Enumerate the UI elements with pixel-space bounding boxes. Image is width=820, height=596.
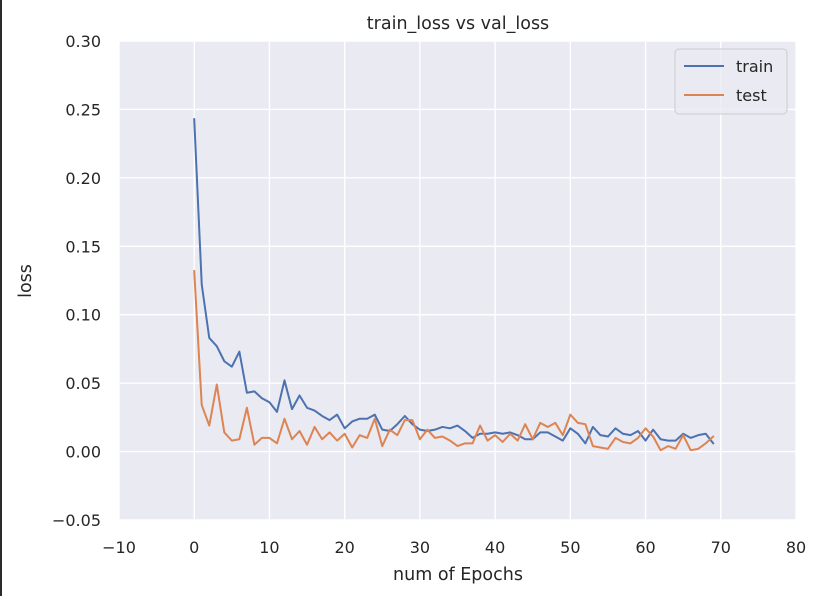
series-line-train	[193, 118, 715, 445]
legend-train-label: train	[736, 57, 773, 76]
y-axis-label: loss	[16, 264, 36, 298]
y-tick-label: −0.05	[52, 511, 101, 530]
y-tick-label: 0.30	[65, 32, 101, 51]
legend: train test	[674, 48, 788, 115]
y-tick-label: 0.25	[65, 100, 101, 119]
series-line-test	[193, 269, 715, 452]
y-tick-label: 0.00	[65, 443, 101, 462]
y-tick-label: 0.20	[65, 169, 101, 188]
tick-labels: −10 0 10 20 30 40 50 60 70 80 −0.05 0.00 0.05 0.10 0.1…	[52, 32, 806, 557]
x-tick-label: 80	[786, 538, 806, 557]
x-tick-label: 60	[635, 538, 655, 557]
y-tick-label: 0.05	[65, 374, 101, 393]
x-tick-label: 50	[560, 538, 580, 557]
x-tick-label: 0	[189, 538, 199, 557]
legend-test-label: test	[736, 86, 767, 105]
x-tick-label: 40	[485, 538, 505, 557]
y-tick-label: 0.15	[65, 237, 101, 256]
x-tick-label: 10	[259, 538, 279, 557]
window-edge	[0, 0, 2, 596]
x-tick-label: 30	[410, 538, 430, 557]
y-tick-label: 0.10	[65, 306, 101, 325]
x-tick-label: −10	[102, 538, 136, 557]
chart-title: train_loss vs val_loss	[367, 14, 549, 34]
series-lines	[193, 118, 715, 452]
x-tick-label: 70	[711, 538, 731, 557]
x-axis-label: num of Epochs	[393, 565, 523, 585]
x-tick-label: 20	[334, 538, 354, 557]
